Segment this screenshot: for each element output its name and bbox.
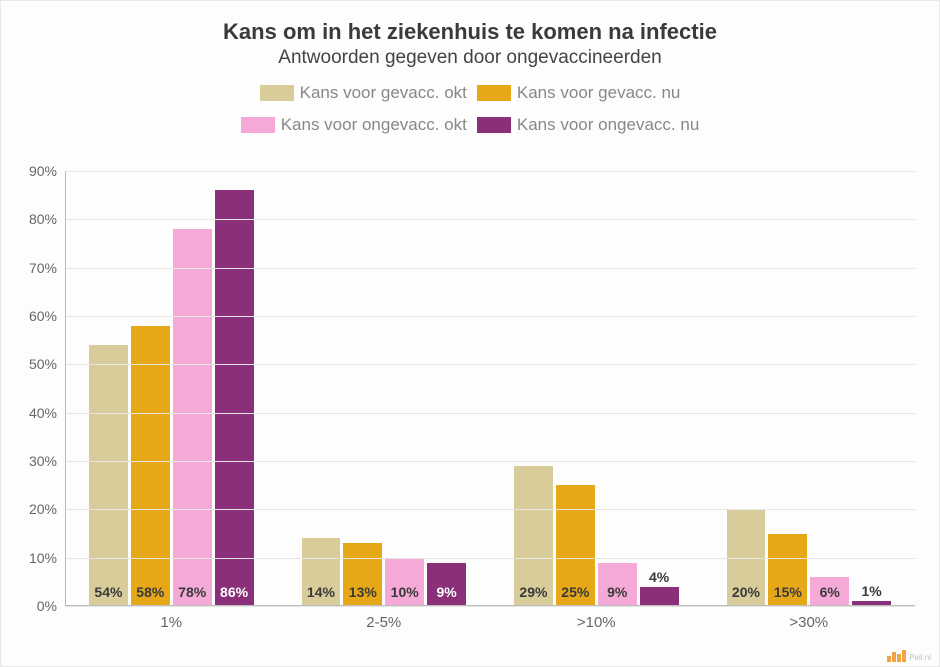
- legend-swatch: [241, 117, 275, 133]
- bar-value-label: 15%: [774, 584, 802, 600]
- grid-line: [65, 413, 915, 414]
- bar-value-label: 20%: [732, 584, 760, 600]
- bar: 54%: [89, 345, 128, 606]
- bar-group: 54%58%78%86%1%: [65, 171, 278, 606]
- x-tick-label: >30%: [703, 614, 916, 631]
- bar-group: 14%13%10%9%2-5%: [278, 171, 491, 606]
- y-tick-label: 70%: [29, 260, 57, 276]
- bar-value-label: 54%: [94, 584, 122, 600]
- bar-value-label: 10%: [391, 584, 419, 600]
- y-tick-label: 30%: [29, 453, 57, 469]
- legend-label: Kans voor gevacc. okt: [300, 83, 467, 103]
- bar-groups: 54%58%78%86%1%14%13%10%9%2-5%29%25%9%4%>…: [65, 171, 915, 606]
- bar-group: 20%15%6%1%>30%: [703, 171, 916, 606]
- legend-item: Kans voor gevacc. okt: [260, 83, 467, 103]
- bar: 6%: [810, 577, 849, 606]
- grid-line: [65, 316, 915, 317]
- x-axis: [65, 605, 915, 606]
- bar: 15%: [768, 534, 807, 606]
- y-tick-label: 20%: [29, 501, 57, 517]
- legend-item: Kans voor ongevacc. okt: [241, 115, 467, 135]
- legend-swatch: [477, 117, 511, 133]
- plot-area: 54%58%78%86%1%14%13%10%9%2-5%29%25%9%4%>…: [65, 171, 915, 606]
- legend-swatch: [477, 85, 511, 101]
- bar-value-label: 58%: [136, 584, 164, 600]
- bar: 29%: [514, 466, 553, 606]
- bar: 13%: [343, 543, 382, 606]
- bar-value-label: 86%: [220, 584, 248, 600]
- y-tick-label: 40%: [29, 405, 57, 421]
- chart-subtitle: Antwoorden gegeven door ongevaccineerden: [1, 47, 939, 69]
- bar: 9%: [427, 563, 466, 607]
- bar: 86%: [215, 190, 254, 606]
- x-tick-label: 1%: [65, 614, 278, 631]
- bar: 58%: [131, 326, 170, 606]
- bar-value-label: 9%: [436, 584, 456, 600]
- grid-line: [65, 171, 915, 172]
- watermark-text: Peil.nl: [909, 654, 931, 662]
- legend-label: Kans voor ongevacc. okt: [281, 115, 467, 135]
- x-tick-label: 2-5%: [278, 614, 491, 631]
- bar-value-label: 78%: [178, 584, 206, 600]
- watermark-logo: Peil.nl: [887, 650, 931, 662]
- bar-group: 29%25%9%4%>10%: [490, 171, 703, 606]
- bar-value-label: 13%: [349, 584, 377, 600]
- y-tick-label: 60%: [29, 308, 57, 324]
- legend-swatch: [260, 85, 294, 101]
- y-axis: [65, 171, 66, 606]
- legend: Kans voor gevacc. okt Kans voor gevacc. n…: [110, 83, 830, 135]
- bar-value-label: 29%: [519, 584, 547, 600]
- bar-value-label: 14%: [307, 584, 335, 600]
- grid-line: [65, 364, 915, 365]
- legend-label: Kans voor gevacc. nu: [517, 83, 680, 103]
- bar-value-label: 9%: [607, 584, 627, 600]
- legend-label: Kans voor ongevacc. nu: [517, 115, 699, 135]
- chart-title: Kans om in het ziekenhuis te komen na in…: [1, 1, 939, 45]
- bar: 4%: [640, 587, 679, 606]
- bar: 9%: [598, 563, 637, 607]
- grid-line: [65, 509, 915, 510]
- grid-line: [65, 606, 915, 607]
- grid-line: [65, 558, 915, 559]
- bar-value-label: 6%: [820, 584, 840, 600]
- y-tick-label: 90%: [29, 163, 57, 179]
- y-tick-label: 10%: [29, 550, 57, 566]
- x-tick-label: >10%: [490, 614, 703, 631]
- bar-value-label: 4%: [649, 569, 669, 585]
- grid-line: [65, 219, 915, 220]
- chart-container: Kans om in het ziekenhuis te komen na in…: [0, 0, 940, 667]
- bar: 78%: [173, 229, 212, 606]
- legend-item: Kans voor ongevacc. nu: [477, 115, 699, 135]
- grid-line: [65, 268, 915, 269]
- y-tick-label: 50%: [29, 356, 57, 372]
- bar: 10%: [385, 558, 424, 606]
- bar: 25%: [556, 485, 595, 606]
- bar-value-label: 1%: [861, 583, 881, 599]
- legend-item: Kans voor gevacc. nu: [477, 83, 680, 103]
- bar-value-label: 25%: [561, 584, 589, 600]
- y-tick-label: 0%: [37, 598, 57, 614]
- y-tick-label: 80%: [29, 211, 57, 227]
- grid-line: [65, 461, 915, 462]
- bar: 14%: [302, 538, 341, 606]
